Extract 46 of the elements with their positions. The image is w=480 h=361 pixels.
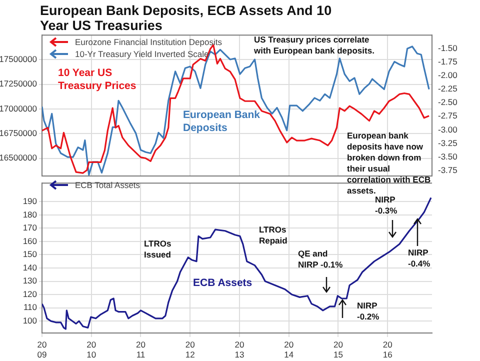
x-tick-label: 20 13 [234,339,244,360]
y2-tick-label: -2.75 [438,110,458,121]
y2-tick-label: -2.25 [438,84,458,94]
x-tick-label: 20 11 [136,339,146,360]
y-tick-label: 180 [22,209,38,220]
y-tick-label: 110 [23,302,38,312]
y-tick-label: 150 [22,249,38,260]
y2-tick-label: -3.75 [438,164,458,175]
y-tick-label: 140 [22,262,38,272]
y-tick-label: 100 [22,315,38,326]
y2-tick-label: -3.50 [438,151,458,162]
annotation: NIRP -0.4% [408,248,431,269]
y-tick-label: 17000000 [0,103,38,114]
annotation: ECB Assets [193,277,252,290]
y2-tick-label: -2.00 [438,70,458,80]
y2-tick-label: -1.50 [438,42,458,53]
annotation: European Bank Deposits [183,109,260,134]
y-tick-label: 16750000 [0,128,38,138]
x-tick-label: 20 15 [333,339,344,360]
y-tick-label: 17250000 [0,78,38,89]
x-tick-label: 20 10 [86,339,96,360]
x-tick-label: 20 09 [37,339,47,360]
annotation: US Treasury prices correlate with European bank deposits. [253,34,374,56]
annotation: 10 Year US Treasury Prices [58,67,136,92]
y-tick-label: 17500000 [0,54,38,64]
x-tick-label: 20 12 [185,339,196,360]
y-tick-label: 190 [22,196,38,206]
y-tick-label: 120 [22,288,38,299]
chart-title: European Bank Deposits, ECB Assets And 10 Year US Treasuries [40,3,333,33]
annotation: NIRP -0.2% [357,300,380,322]
y-tick-label: 160 [22,236,38,246]
x-tick-label: 20 14 [284,339,294,360]
y-tick-label: 16500000 [0,152,38,163]
y2-tick-label: -2.50 [438,97,458,108]
annotation: European bank deposits have now broken down from their usual correlation with ECB assets. [347,130,431,196]
y-tick-label: 130 [22,276,38,286]
y2-tick-label: -1.75 [438,56,458,67]
annotation: QE and NIRP -0.1% [298,248,344,270]
annotation: LTROs Issued [144,238,172,260]
x-tick-label: 20 16 [382,339,393,360]
legend-label: Eurozone Financial Institution Deposits [75,36,222,48]
y2-tick-label: -3.00 [438,124,458,134]
annotation: NIRP -0.3% [375,194,398,216]
y2-tick-label: -3.25 [438,138,458,148]
annotation: LTROs Repaid [259,224,288,246]
y-tick-label: 170 [22,222,38,233]
